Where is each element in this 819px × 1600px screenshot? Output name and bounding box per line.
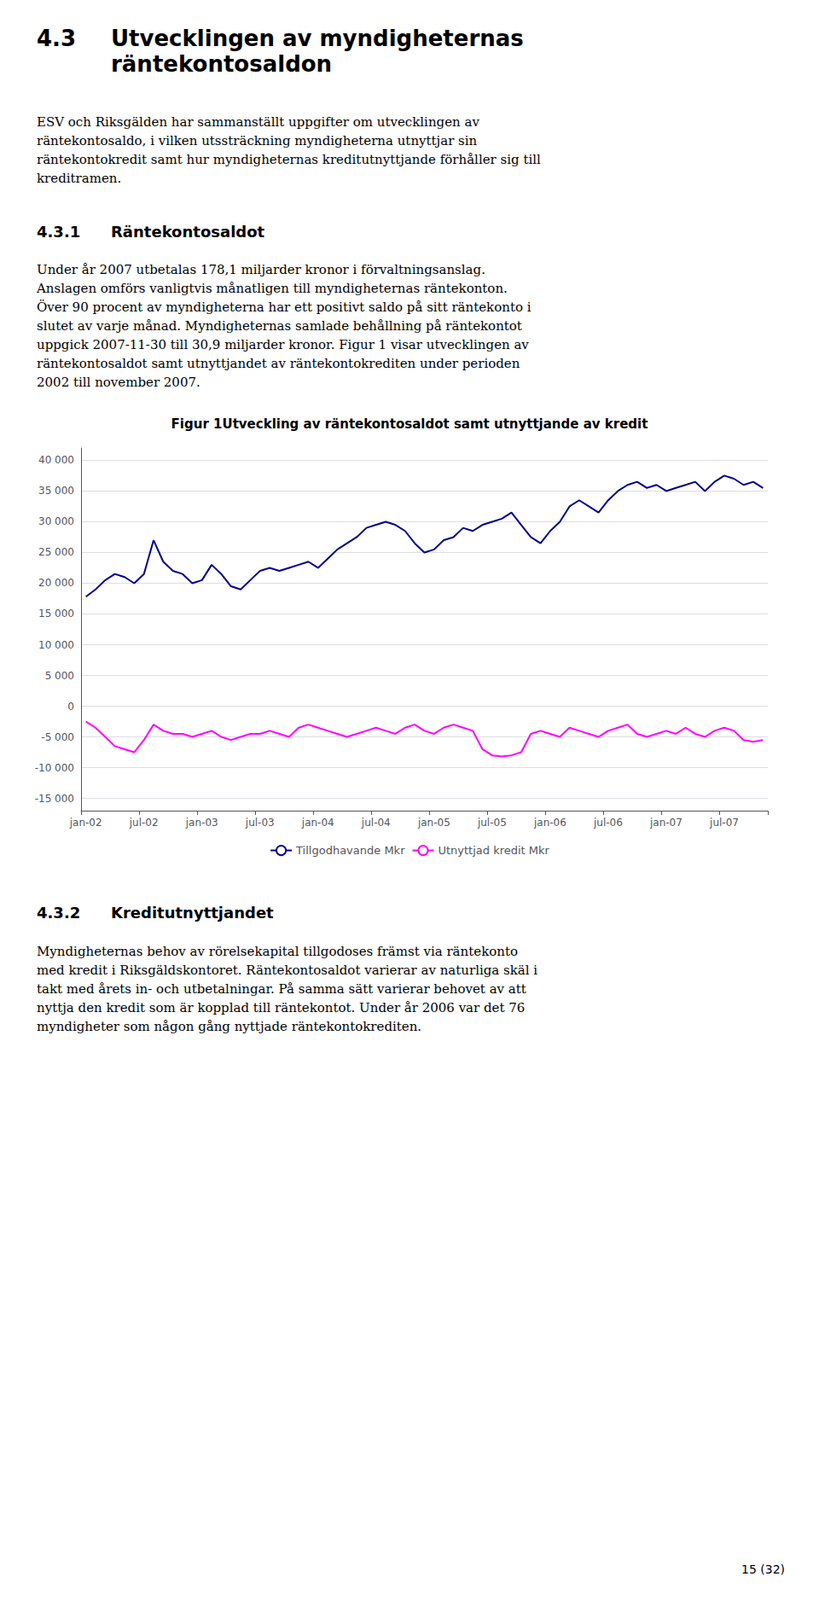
svg-text:jul-07: jul-07 — [708, 816, 739, 829]
svg-text:Kreditutnyttjandet: Kreditutnyttjandet — [110, 903, 274, 922]
svg-text:räntekontokredit samt hur mynd: räntekontokredit samt hur myndigheternas… — [36, 151, 541, 168]
svg-text:med kredit i Riksgäldskontoret: med kredit i Riksgäldskontoret. Räntekon… — [36, 962, 538, 978]
svg-text:-15 000: -15 000 — [34, 792, 75, 805]
svg-text:jan-05: jan-05 — [417, 816, 451, 829]
svg-text:jul-06: jul-06 — [592, 816, 623, 829]
svg-text:5 000: 5 000 — [45, 669, 75, 682]
svg-text:2002 till november 2007.: 2002 till november 2007. — [36, 374, 201, 390]
svg-text:jul-02: jul-02 — [128, 816, 159, 829]
svg-text:jul-05: jul-05 — [476, 816, 507, 829]
svg-text:jul-04: jul-04 — [360, 816, 391, 829]
svg-text:-10 000: -10 000 — [34, 761, 75, 774]
svg-text:kreditramen.: kreditramen. — [36, 170, 122, 186]
svg-text:uppgick 2007-11-30 till 30,9 m: uppgick 2007-11-30 till 30,9 miljarder k… — [36, 336, 529, 353]
svg-text:Utnyttjad kredit Mkr: Utnyttjad kredit Mkr — [437, 843, 550, 857]
svg-text:35 000: 35 000 — [38, 484, 75, 497]
svg-text:Utvecklingen av myndigheternas: Utvecklingen av myndigheternas — [110, 25, 524, 52]
svg-text:nyttja den kredit som är koppl: nyttja den kredit som är kopplad till rä… — [36, 999, 525, 1016]
svg-text:takt med årets in- och utbetal: takt med årets in- och utbetalningar. På… — [36, 981, 527, 997]
svg-text:0: 0 — [67, 700, 75, 713]
svg-text:20 000: 20 000 — [38, 576, 75, 589]
svg-text:15 (32): 15 (32) — [741, 1562, 785, 1576]
svg-text:-5 000: -5 000 — [40, 731, 75, 744]
svg-text:jan-06: jan-06 — [533, 816, 567, 829]
svg-text:Under år 2007 utbetalas 178,1: Under år 2007 utbetalas 178,1 miljarder … — [36, 261, 486, 278]
svg-text:Myndigheternas behov av rörels: Myndigheternas behov av rörelsekapital t… — [36, 943, 518, 959]
svg-text:slutet av varje månad. Myndigh: slutet av varje månad. Myndigheternas sa… — [36, 318, 523, 334]
svg-text:ESV och Riksgälden har sammans: ESV och Riksgälden har sammanställt uppg… — [36, 114, 480, 130]
svg-text:25 000: 25 000 — [38, 546, 75, 558]
svg-text:jul-03: jul-03 — [244, 816, 275, 829]
svg-text:jan-04: jan-04 — [301, 816, 335, 829]
svg-text:Tillgodhavande Mkr: Tillgodhavande Mkr — [295, 843, 406, 857]
svg-text:räntekontosaldot samt utnyttja: räntekontosaldot samt utnyttjandet av rä… — [36, 355, 521, 372]
svg-text:10 000: 10 000 — [38, 638, 75, 651]
svg-text:jan-03: jan-03 — [185, 816, 219, 829]
svg-text:Figur 1Utveckling av räntekont: Figur 1Utveckling av räntekontosaldot sa… — [171, 416, 649, 432]
svg-text:räntekontosaldo, i vilken utss: räntekontosaldo, i vilken utssträckning … — [36, 133, 478, 149]
svg-text:räntekontosaldon: räntekontosaldon — [110, 51, 332, 77]
svg-text:30 000: 30 000 — [38, 515, 75, 528]
svg-text:jan-02: jan-02 — [69, 816, 103, 829]
svg-text:myndigheter som någon gång nyt: myndigheter som någon gång nyttjade ränt… — [36, 1018, 422, 1034]
svg-text:4.3.1: 4.3.1 — [36, 222, 81, 241]
svg-text:jan-07: jan-07 — [649, 816, 683, 829]
svg-text:4.3.2: 4.3.2 — [36, 903, 81, 922]
svg-text:Över 90 procent av myndigheter: Över 90 procent av myndigheterna har ett… — [36, 299, 532, 315]
svg-text:Räntekontosaldot: Räntekontosaldot — [110, 222, 266, 241]
svg-text:Anslagen omförs vanligtvis mån: Anslagen omförs vanligtvis månatligen ti… — [35, 280, 508, 297]
svg-text:40 000: 40 000 — [38, 453, 75, 466]
svg-text:15 000: 15 000 — [38, 607, 75, 620]
svg-text:4.3: 4.3 — [36, 25, 76, 52]
